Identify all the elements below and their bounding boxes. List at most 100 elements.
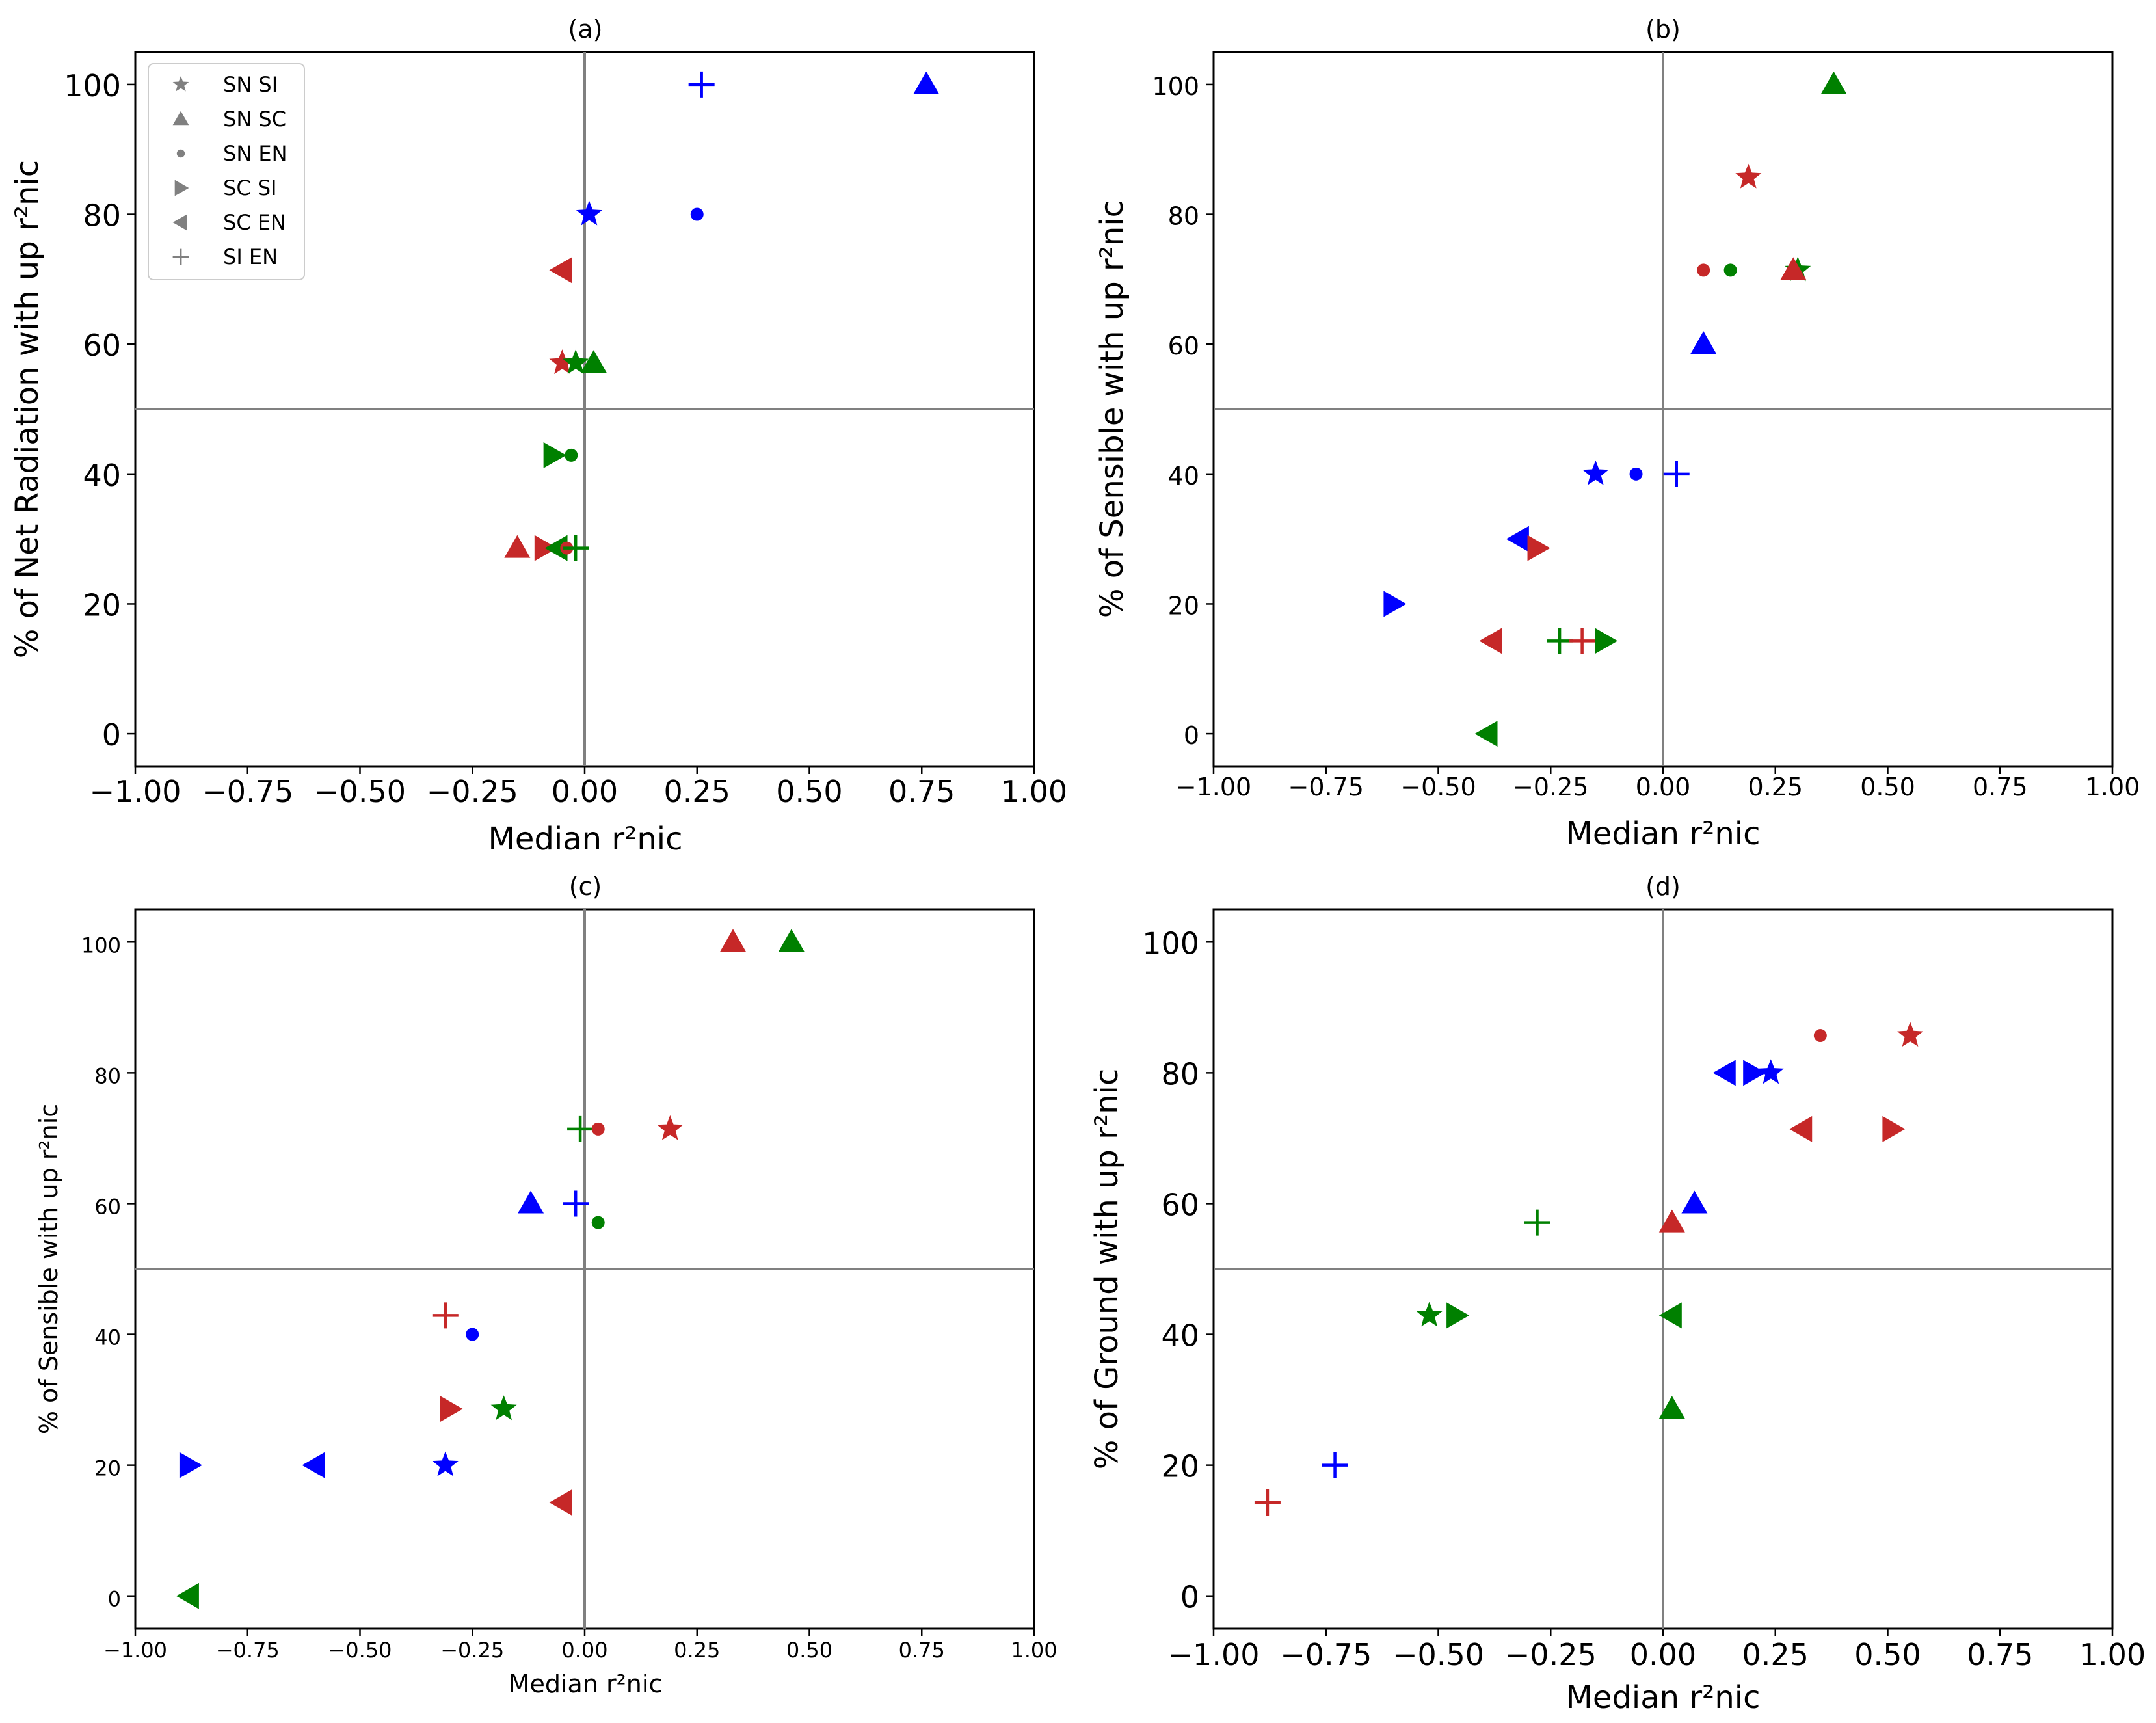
data-point-triangle-right (179, 1452, 202, 1478)
x-tick-label: 1.00 (2085, 773, 2140, 801)
y-tick-label: 60 (1161, 1187, 1199, 1222)
data-point-plus (1254, 1489, 1281, 1516)
data-markers (176, 929, 805, 1609)
data-point-star (657, 1115, 684, 1140)
data-point-triangle-up (1820, 71, 1847, 94)
data-markers (1254, 1022, 1923, 1516)
data-point-circle (591, 1122, 605, 1136)
data-point-plus (688, 71, 715, 98)
y-tick-label: 100 (64, 68, 121, 103)
x-tick-label: −0.50 (328, 1638, 392, 1663)
data-point-star (549, 349, 576, 375)
legend-label: SN EN (223, 141, 287, 166)
data-point-triangle-right (543, 442, 566, 468)
legend-markers (172, 76, 189, 265)
x-axis: −1.00 −0.75 −0.50 −0.25 0.00 0.25 0.50 0.75 1.00 (90, 766, 1067, 809)
y-tick-label: 80 (1161, 1056, 1199, 1091)
y-tick-label: 20 (83, 587, 121, 622)
data-point-circle (591, 1216, 605, 1229)
y-axis-label: % of Sensible with up r²nic (34, 1104, 63, 1434)
data-point-plus (563, 535, 589, 561)
data-point-star (1897, 1022, 1923, 1047)
data-point-triangle-right (1383, 591, 1407, 617)
legend-marker-star (172, 76, 189, 92)
x-tick-label: −0.25 (1505, 1637, 1597, 1672)
y-tick-label: 0 (108, 1587, 121, 1612)
x-tick-label: 0.75 (899, 1638, 945, 1663)
y-tick-label: 60 (94, 1194, 121, 1219)
data-point-star (1757, 1059, 1784, 1084)
data-point-triangle-up (504, 535, 531, 558)
reference-lines (1214, 909, 2112, 1629)
legend-marker-plus (172, 248, 189, 265)
panel-title: (d) (1645, 872, 1681, 901)
x-tick-label: −1.00 (1168, 1637, 1260, 1672)
x-axis-label: Median r²nic (1566, 816, 1761, 852)
y-tick-label: 40 (1161, 1318, 1199, 1354)
y-tick-label: 0 (1184, 721, 1199, 750)
y-tick-label: 40 (94, 1326, 121, 1350)
reference-lines (1214, 52, 2112, 766)
y-tick-label: 60 (1168, 332, 1199, 360)
x-tick-label: −0.50 (1400, 773, 1476, 801)
data-point-triangle-left (1789, 1115, 1813, 1142)
data-point-triangle-right (1595, 628, 1618, 654)
x-tick-label: 0.00 (1636, 773, 1691, 801)
panel-title: (b) (1645, 15, 1681, 44)
data-point-triangle-left (1506, 526, 1529, 552)
data-point-circle (1813, 1029, 1827, 1043)
x-tick-label: 0.75 (888, 774, 955, 809)
data-point-triangle-up (1681, 1190, 1708, 1214)
data-point-triangle-up (1780, 257, 1807, 280)
data-point-circle (565, 448, 578, 462)
legend-label: SN SI (223, 72, 278, 97)
x-tick-label: −1.00 (103, 1638, 167, 1663)
y-axis-label: % of Net Radiation with up r²nic (9, 160, 46, 658)
x-axis-label: Median r²nic (1566, 1679, 1761, 1716)
y-axis-label: % of Sensible with up r²nic (1094, 200, 1130, 618)
y-axis: 0 20 40 60 80 100 (1152, 72, 1214, 750)
data-point-plus (567, 1115, 594, 1142)
data-point-triangle-up (1690, 331, 1717, 354)
data-point-triangle-left (1474, 721, 1498, 747)
data-point-circle (1629, 467, 1643, 481)
data-point-plus (563, 1190, 589, 1217)
y-axis: 0 20 40 60 80 100 (1142, 926, 1214, 1615)
x-axis: −1.00 −0.75 −0.50 −0.25 0.00 0.25 0.50 0.75 1.00 (1168, 1629, 2146, 1672)
y-tick-label: 80 (94, 1063, 121, 1088)
x-tick-label: 0.00 (552, 774, 618, 809)
x-tick-label: 0.25 (1748, 773, 1803, 801)
legend-box (148, 63, 305, 280)
reference-lines (135, 52, 1034, 766)
panel-a: (a) −1.00 −0.75 −0.50 −0.25 0.00 0.25 0.50 0.75… (9, 15, 1067, 857)
data-point-triangle-left (176, 1583, 199, 1609)
x-tick-label: 0.50 (786, 1638, 832, 1663)
data-point-triangle-left (1479, 628, 1502, 654)
x-tick-label: 1.00 (2079, 1637, 2146, 1672)
x-tick-label: −0.50 (314, 774, 406, 809)
x-tick-label: 0.50 (1854, 1637, 1921, 1672)
y-tick-label: 100 (81, 933, 121, 957)
x-tick-label: −0.75 (1280, 1637, 1372, 1672)
x-tick-label: −0.75 (1288, 773, 1364, 801)
y-tick-label: 20 (1161, 1449, 1199, 1484)
data-point-star (490, 1395, 517, 1421)
x-tick-label: −1.00 (1176, 773, 1251, 801)
data-point-triangle-up (1658, 1209, 1685, 1233)
legend-label: SI EN (223, 245, 278, 269)
data-point-triangle-up (580, 350, 607, 373)
data-point-triangle-up (1658, 1396, 1685, 1419)
data-point-triangle-up (518, 1190, 544, 1214)
panel-c: (c) −1.00 −0.75 −0.50 −0.25 0.00 0.25 0.50 0.75… (34, 872, 1058, 1698)
data-point-triangle-up (913, 71, 940, 94)
data-point-triangle-left (544, 535, 568, 561)
x-tick-label: 0.25 (664, 774, 730, 809)
reference-lines (135, 909, 1034, 1629)
data-point-triangle-right (440, 1396, 463, 1422)
y-tick-label: 80 (1168, 202, 1199, 231)
data-point-star (1582, 460, 1609, 485)
x-tick-label: 1.00 (1011, 1638, 1057, 1663)
y-tick-label: 80 (83, 198, 121, 234)
legend-marker-triangle-left (172, 214, 187, 231)
